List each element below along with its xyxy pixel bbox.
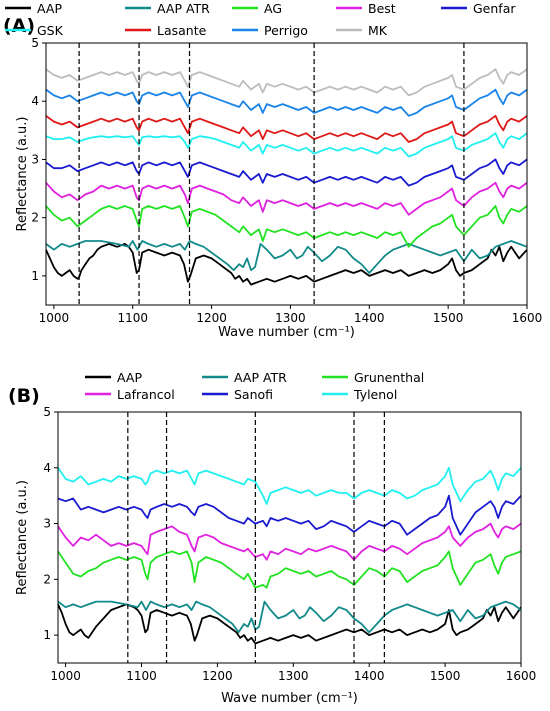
x-tick-label: 1000 — [50, 669, 81, 683]
legend-item: AAP — [85, 370, 142, 385]
x-tick-label: 1200 — [202, 669, 233, 683]
legend-label: Genfar — [473, 1, 516, 16]
legend-item: AAP ATR — [125, 1, 210, 16]
series-line-lasante — [46, 114, 527, 143]
x-tick-label: 1500 — [433, 311, 464, 325]
series-line-mk — [46, 68, 527, 97]
y-tick-label: 4 — [43, 461, 51, 475]
series-line-ag — [46, 205, 527, 248]
series-line-aap-atr — [46, 240, 527, 274]
x-tick-label: 1600 — [506, 669, 537, 683]
x-tick-label: 1400 — [354, 669, 385, 683]
legend-label: Best — [368, 1, 396, 16]
y-tick-label: 1 — [31, 269, 39, 283]
legend-label: AG — [264, 1, 282, 16]
series-line-aap — [58, 603, 521, 645]
series-line-aap-atr — [58, 600, 521, 634]
legend-label: Sanofi — [234, 387, 273, 402]
legend-label: Lafrancol — [117, 387, 175, 402]
series-line-best — [46, 181, 527, 216]
x-axis-label: Wave number (cm⁻¹) — [221, 691, 358, 706]
legend-item: Grunenthal — [322, 370, 424, 385]
legend-label: GSK — [37, 23, 64, 38]
panel-label: (B) — [8, 385, 40, 407]
legend-item: AG — [232, 1, 282, 16]
panel-label: (A) — [3, 15, 35, 37]
legend-item: Best — [336, 1, 396, 16]
y-tick-label: 4 — [31, 94, 39, 108]
x-tick-label: 1400 — [354, 311, 385, 325]
x-tick-label: 1100 — [126, 669, 157, 683]
legend-item: Tylenol — [322, 387, 397, 402]
legend-item: AAP ATR — [202, 370, 287, 385]
x-tick-label: 1000 — [39, 311, 70, 325]
series-line-grunenthal — [58, 550, 521, 589]
y-tick-label: 5 — [43, 405, 51, 419]
x-tick-label: 1300 — [275, 311, 306, 325]
legend-item: AAP — [5, 1, 62, 16]
y-tick-label: 2 — [43, 572, 51, 586]
x-tick-label: 1300 — [278, 669, 309, 683]
y-tick-label: 3 — [31, 152, 39, 166]
series-lines — [58, 466, 521, 645]
x-axis-label: Wave number (cm⁻¹) — [218, 325, 355, 340]
x-tick-label: 1200 — [196, 311, 227, 325]
x-tick-label: 1100 — [117, 311, 148, 325]
legend-item: GSK — [5, 23, 64, 38]
legend-label: Lasante — [157, 23, 207, 38]
series-line-perrigo — [46, 88, 527, 117]
plot-frame — [45, 42, 528, 306]
series-line-tylenol — [58, 466, 521, 505]
series-line-sanofi — [58, 494, 521, 536]
series-line-aap — [46, 243, 527, 286]
legend-item: MK — [336, 23, 388, 38]
legend-label: MK — [368, 23, 388, 38]
y-axis-label: Reflectance (a.u.) — [15, 480, 30, 595]
y-axis-label: Reflectance (a.u.) — [15, 117, 30, 232]
legend-item: Sanofi — [202, 387, 273, 402]
legend-label: AAP ATR — [234, 370, 287, 385]
legend-label: Grunenthal — [354, 370, 424, 385]
legend-item: Genfar — [441, 1, 516, 16]
y-tick-label: 3 — [43, 517, 51, 531]
legend-label: AAP ATR — [157, 1, 210, 16]
y-tick-label: 5 — [31, 36, 39, 50]
legend-label: Perrigo — [264, 23, 308, 38]
y-tick-label: 2 — [31, 211, 39, 225]
y-tick-label: 1 — [43, 628, 51, 642]
legend-item: Lafrancol — [85, 387, 175, 402]
panel-b: (B) 1000 1100 1200 1300 1400 1500 1600 1 2 3 4 5 Wave… — [8, 370, 536, 706]
legend-item: Perrigo — [232, 23, 308, 38]
legend-label: AAP — [37, 1, 62, 16]
series-lines — [46, 68, 527, 286]
series-line-gsk — [46, 132, 527, 158]
panel-a: (A) 1000 1100 1200 1300 1400 1500 1600 1 2 3 4 5 Wave… — [3, 1, 542, 340]
plot-frame — [57, 411, 522, 664]
series-line-genfar — [46, 158, 527, 187]
x-tick-label: 1600 — [512, 311, 543, 325]
legend-label: AAP — [117, 370, 142, 385]
legend-item: Lasante — [125, 23, 207, 38]
x-tick-label: 1500 — [430, 669, 461, 683]
legend-label: Tylenol — [353, 387, 397, 402]
series-line-lafrancol — [58, 522, 521, 561]
